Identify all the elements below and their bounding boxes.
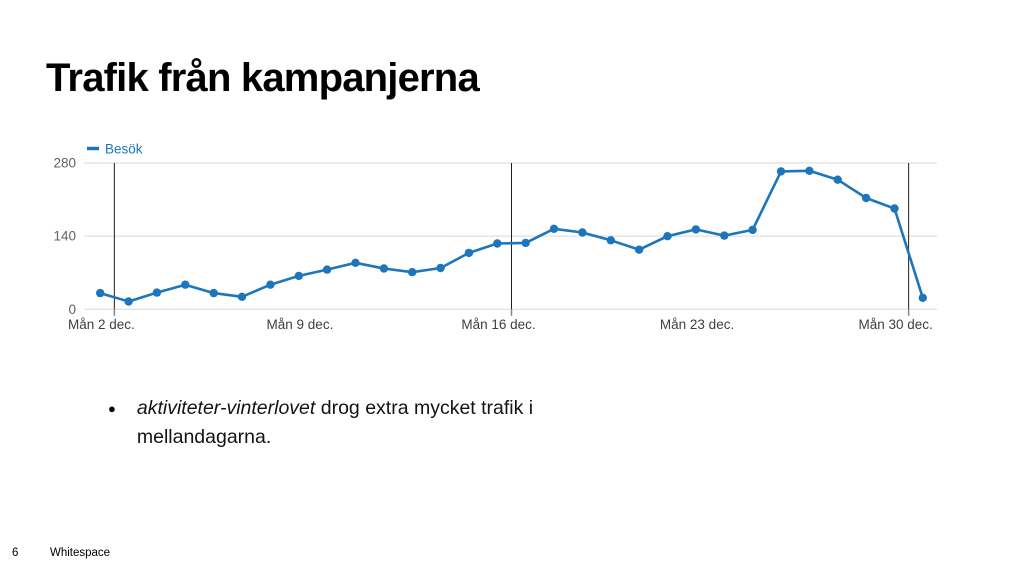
- bullet-text: aktiviteter-vinterlovet drog extra mycke…: [137, 394, 610, 452]
- data-point: [266, 280, 275, 289]
- data-point: [720, 231, 729, 240]
- bullet-rest: drog extra mycket trafik i mellandagarna…: [136, 397, 534, 448]
- data-point: [861, 193, 871, 203]
- data-point: [181, 280, 190, 289]
- slide-title: Trafik från kampanjerna: [46, 56, 480, 100]
- legend-label: Besök: [105, 142, 143, 157]
- bullet-emphasis: aktiviteter-vinterlovet: [136, 397, 316, 419]
- data-point: [237, 292, 247, 301]
- traffic-line-chart: 0 140 280 Mån 2 dec. Mån 9 dec. Mån 16 dec. Må…: [53, 142, 937, 332]
- data-point: [152, 288, 162, 297]
- data-point: [606, 236, 615, 245]
- data-point: [436, 263, 445, 273]
- data-point: [578, 228, 587, 237]
- bullet-list-item: ● aktiviteter-vinterlovet drog extra myc…: [108, 394, 610, 452]
- data-point: [464, 248, 474, 258]
- data-point: [124, 297, 133, 306]
- series-line: [98, 169, 925, 303]
- x-axis-tick-label: Mån 16 dec.: [461, 317, 535, 332]
- data-point: [408, 268, 417, 277]
- bullet-marker: ●: [108, 401, 116, 416]
- data-point: [294, 271, 303, 281]
- data-point: [663, 232, 672, 241]
- data-point: [322, 265, 332, 274]
- y-axis-tick-label: 0: [68, 302, 76, 317]
- data-point: [493, 239, 502, 248]
- y-axis-tick-label: 280: [53, 156, 76, 171]
- x-axis-tick-label: Mån 30 dec.: [858, 317, 932, 332]
- data-point: [748, 225, 757, 235]
- data-point: [209, 288, 218, 298]
- data-point: [549, 224, 559, 233]
- data-point: [833, 175, 842, 184]
- data-point: [890, 204, 899, 213]
- data-point: [805, 166, 814, 175]
- data-point: [351, 258, 360, 267]
- data-point: [918, 293, 927, 302]
- data-point: [379, 264, 389, 273]
- data-point: [521, 238, 530, 248]
- x-axis-tick-label: Mån 9 dec.: [267, 317, 334, 332]
- data-point: [634, 245, 644, 254]
- x-axis-tick-label: Mån 23 dec.: [660, 317, 734, 332]
- brand-name: Whitespace: [50, 547, 111, 559]
- page-number: 6: [12, 547, 19, 559]
- data-point: [691, 225, 701, 234]
- data-point: [776, 167, 786, 176]
- data-point: [96, 288, 105, 298]
- x-axis-tick-label: Mån 2 dec.: [68, 317, 135, 332]
- y-axis-tick-label: 140: [53, 229, 76, 244]
